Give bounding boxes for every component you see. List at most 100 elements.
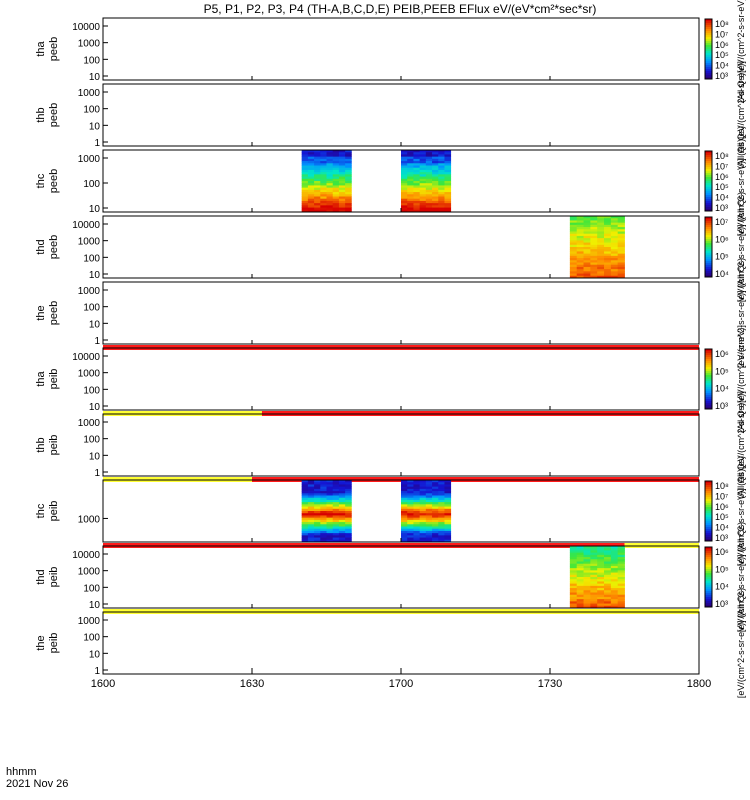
- spectrogram-cell: [332, 207, 340, 211]
- colorbar-swatch: [705, 177, 712, 180]
- spectrogram-cell: [326, 178, 334, 182]
- spectrogram-cell: [432, 165, 439, 169]
- spectrogram-cell: [610, 546, 619, 549]
- spectrogram-cell: [432, 192, 439, 195]
- spectrogram-cell: [444, 176, 452, 180]
- spectrogram-cell: [576, 548, 584, 551]
- spectrogram-cell: [326, 156, 334, 160]
- spectrogram-cell: [576, 554, 584, 558]
- spectrogram-cell: [320, 158, 327, 162]
- spectrogram-cell: [401, 497, 408, 501]
- colorbar-swatch: [705, 357, 712, 360]
- spectrogram-cell: [604, 240, 612, 243]
- spectrogram-cell: [320, 192, 327, 195]
- spectrogram-cell: [438, 196, 445, 200]
- spectrogram-cell: [307, 526, 315, 530]
- spectrogram-cell: [413, 499, 421, 503]
- y-tick-label: 10: [89, 204, 101, 215]
- spectrogram-cell: [338, 530, 346, 534]
- colorbar-swatch: [705, 537, 712, 540]
- spectrogram-cell: [617, 251, 625, 255]
- spectrogram-cell: [576, 592, 584, 596]
- spectrogram-cell: [338, 506, 346, 510]
- spectrogram-cell: [569, 260, 578, 263]
- spectrogram-cell: [320, 502, 327, 505]
- spectrogram-cell: [583, 601, 591, 604]
- spectrogram-cell: [307, 196, 315, 200]
- spectrogram-cell: [314, 482, 321, 485]
- colorbar-swatch: [705, 389, 712, 392]
- spectrogram-cell: [326, 154, 334, 158]
- colorbar-swatch: [705, 539, 712, 542]
- colorbar-tick-label: 10⁷: [715, 491, 728, 501]
- colorbar-swatch: [705, 225, 712, 228]
- spectrogram-cell: [320, 187, 327, 191]
- spectrogram-cell: [338, 513, 346, 516]
- colorbar-tick-label: 10⁶: [715, 172, 729, 182]
- spectrogram-cell: [413, 181, 421, 184]
- colorbar-swatch: [705, 601, 712, 604]
- colorbar-swatch: [705, 567, 712, 570]
- spectrogram-cell: [419, 493, 427, 496]
- spectrogram-cell: [326, 484, 334, 488]
- spectrogram-cell: [569, 599, 578, 602]
- colorbar-swatch: [705, 151, 712, 154]
- spectrogram-cell: [413, 517, 421, 521]
- spectrogram-cell: [425, 508, 433, 512]
- spectrogram-cell: [320, 484, 327, 488]
- spectrogram-cell: [314, 537, 321, 541]
- spectrogram-cell: [432, 187, 439, 191]
- spectrogram-cell: [438, 172, 445, 175]
- colorbar-swatch: [705, 55, 712, 58]
- spectrogram-cell: [438, 152, 445, 155]
- spectrogram-cell: [597, 216, 605, 219]
- spectrogram-cell: [438, 192, 445, 195]
- colorbar-swatch: [705, 381, 712, 384]
- spectrogram-cell: [407, 176, 414, 180]
- spectrogram-cell: [569, 220, 578, 224]
- spectrogram-cell: [301, 154, 309, 158]
- spectrogram-cell: [419, 198, 427, 202]
- spectrogram-cell: [419, 205, 427, 208]
- spectrogram-cell: [338, 497, 346, 501]
- spectrogram-cell: [401, 513, 408, 516]
- spectrogram-cell: [314, 150, 321, 153]
- colorbar-swatch: [705, 51, 712, 54]
- spectrogram-cell: [401, 163, 408, 166]
- colorbar-swatch: [705, 237, 712, 240]
- spectrogram-cell: [301, 187, 309, 191]
- colorbar-swatch: [705, 195, 712, 198]
- spectrogram-cell: [419, 209, 427, 213]
- spectrogram-cell: [332, 200, 340, 204]
- y-tick-label: 10: [89, 121, 101, 132]
- spectrogram-cell: [444, 156, 452, 160]
- spectrogram-cell: [438, 522, 445, 525]
- spectrogram-cell: [576, 253, 584, 257]
- colorbar-swatch: [705, 271, 712, 274]
- spectrogram-cell: [320, 495, 327, 499]
- colorbar-swatch: [705, 589, 712, 592]
- colorbar-swatch: [705, 201, 712, 204]
- spectrogram-cell: [401, 526, 408, 530]
- spectrogram-cell: [338, 499, 346, 503]
- spectrogram-cell: [597, 238, 605, 241]
- spectrogram-cell: [597, 231, 605, 235]
- colorbar-unit-label: [eV/(cm^2-s-sr-eV)] (All Qs): [736, 192, 746, 302]
- spectrogram-cell: [314, 196, 321, 200]
- spectrogram-cell: [597, 264, 605, 268]
- spectrogram-cell: [425, 194, 433, 197]
- spectrogram-cell: [425, 154, 433, 158]
- spectrogram-cell: [617, 218, 625, 221]
- spectrogram-cell: [419, 194, 427, 197]
- spectrogram-cell: [307, 506, 315, 510]
- spectrogram-cell: [576, 559, 584, 562]
- colorbar-unit-label: (All Qs)[eV/(cm^2-s-sr-eV)]: [736, 61, 746, 169]
- spectrogram-cell: [444, 502, 452, 505]
- spectrogram-cell: [419, 192, 427, 195]
- spectrogram-cell: [407, 488, 414, 492]
- spectrogram-cell: [583, 266, 591, 270]
- colorbar-tick-label: 10⁴: [715, 384, 729, 394]
- spectrogram-cell: [617, 275, 625, 279]
- spectrogram-cell: [307, 178, 315, 182]
- spectrogram-cell: [583, 244, 591, 248]
